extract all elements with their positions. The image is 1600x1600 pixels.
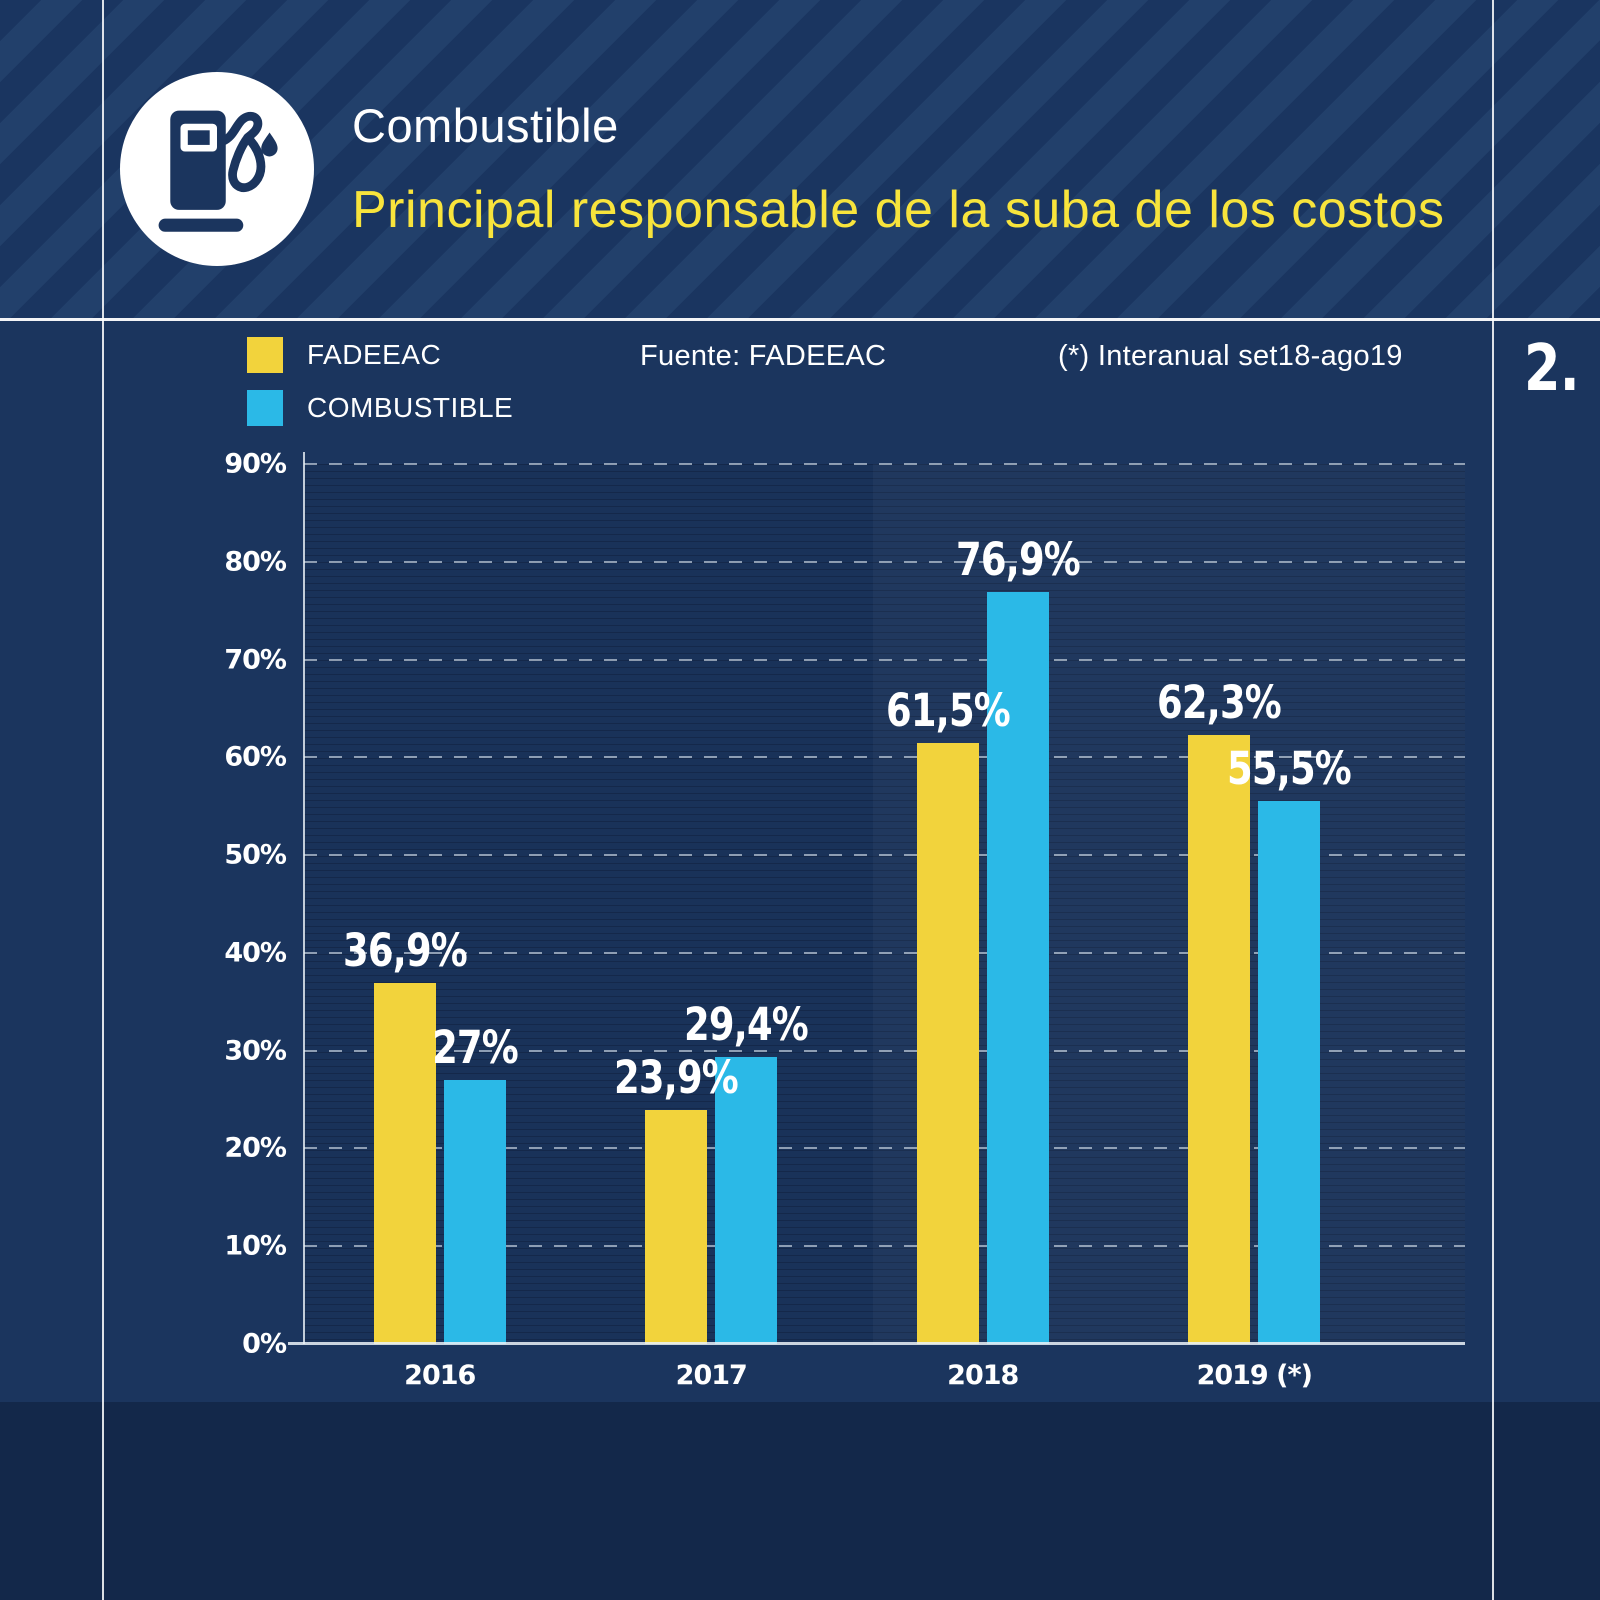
y-tick: 50% <box>224 839 287 871</box>
bar-fadeeac-2018 <box>916 742 979 1344</box>
page-subtitle: Principal responsable de la suba de los … <box>352 181 1445 239</box>
bar-value-label: 61,5% <box>885 683 1011 737</box>
fuel-pump-glyph <box>158 110 278 232</box>
bar-combustible-2019 <box>1258 801 1321 1344</box>
page-number: 2. <box>1524 332 1580 406</box>
bar-value-label: 29,4% <box>684 997 809 1051</box>
legend-item: COMBUSTIBLE <box>247 390 513 426</box>
header-rule <box>0 318 1600 321</box>
legend-swatch-icon <box>247 390 283 426</box>
bar-combustible-2016 <box>443 1080 506 1344</box>
right-rule <box>1492 0 1494 1600</box>
y-tick: 20% <box>224 1132 287 1164</box>
y-tick: 0% <box>242 1328 287 1360</box>
bar-value-label: 27% <box>431 1021 519 1074</box>
y-axis-ticks: 0% 10% 20% 30% 40% 50% 60% 70% 80% 90% <box>160 451 287 1358</box>
footer-band: $ Con el registro de agosto, la variació… <box>0 1402 1600 1600</box>
gridline-30 <box>304 1049 1465 1052</box>
x-tick: 2016 <box>404 1360 476 1391</box>
gridline-20 <box>304 1147 1465 1150</box>
y-tick: 70% <box>224 644 287 676</box>
x-tick: 2018 <box>947 1360 1019 1391</box>
gridline-50 <box>304 854 1465 857</box>
y-tick: 80% <box>224 546 287 578</box>
legend-label: FADEEAC <box>307 339 442 370</box>
chart-legend: FADEEAC COMBUSTIBLE <box>247 337 513 443</box>
y-axis-line <box>303 452 305 1344</box>
bar-value-label: 23,9% <box>614 1051 739 1105</box>
y-tick: 40% <box>224 937 287 969</box>
bar-value-label: 55,5% <box>1227 742 1352 796</box>
x-axis-line <box>288 1342 1465 1345</box>
y-tick: 60% <box>224 741 287 773</box>
gridline-90 <box>304 463 1465 465</box>
interanual-note: (*) Interanual set18-ago19 <box>1058 340 1403 372</box>
bar-combustible-2017 <box>715 1056 778 1344</box>
y-tick: 30% <box>224 1035 287 1067</box>
x-tick: 2017 <box>675 1360 748 1391</box>
y-tick: 90% <box>224 448 287 480</box>
bar-combustible-2018 <box>986 592 1049 1344</box>
gridline-40 <box>304 951 1465 954</box>
source-note: Fuente: FADEEAC <box>640 340 887 372</box>
header-band: Combustible Principal responsable de la … <box>0 0 1600 320</box>
page-title: Combustible <box>352 99 619 152</box>
bar-fadeeac-2016 <box>373 983 436 1344</box>
left-rule <box>102 0 104 1600</box>
fuel-pump-icon <box>120 72 314 266</box>
bar-fadeeac-2019 <box>1188 734 1251 1344</box>
x-tick: 2019 (*) <box>1196 1360 1313 1391</box>
bar-fadeeac-2017 <box>645 1110 708 1344</box>
bar-value-label: 36,9% <box>342 924 468 978</box>
gridline-60 <box>304 756 1465 759</box>
bar-value-label: 76,9% <box>955 533 1081 587</box>
legend-label: COMBUSTIBLE <box>307 392 514 423</box>
bars-layer: 36,9% 27% 2016 23,9% 29,4% 2017 61,5% 76,9% 2018… <box>304 464 1390 1391</box>
legend-item: FADEEAC <box>247 337 513 373</box>
legend-swatch-icon <box>247 337 283 373</box>
gridline-70 <box>304 658 1465 661</box>
gridline-10 <box>304 1245 1465 1248</box>
bar-value-label: 62,3% <box>1157 675 1282 729</box>
gridline-80 <box>304 560 1465 563</box>
y-tick: 10% <box>224 1230 287 1262</box>
